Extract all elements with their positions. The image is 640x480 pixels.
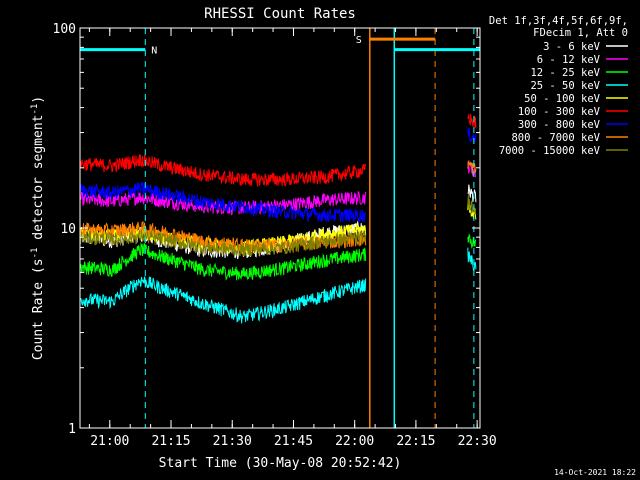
x-tick-label: 22:30 bbox=[458, 434, 497, 449]
footer-timestamp: 14-Oct-2021 18:22 bbox=[554, 468, 636, 477]
legend-header-line: FDecim 1, Att 0 bbox=[533, 27, 628, 39]
x-tick-label: 21:00 bbox=[90, 434, 129, 449]
series-line-1-segment-2 bbox=[467, 184, 477, 203]
x-tick-label: 21:30 bbox=[213, 434, 252, 449]
legend-label-1: 3 - 6 keV bbox=[543, 41, 601, 53]
x-tick-label: 21:45 bbox=[274, 434, 313, 449]
y-tick-label: 100 bbox=[53, 22, 76, 37]
series-line-9-segment-2 bbox=[467, 195, 477, 215]
legend-label-2: 6 - 12 keV bbox=[537, 54, 601, 66]
night-label: N bbox=[151, 46, 157, 57]
series-line-4-segment-1 bbox=[79, 276, 367, 324]
legend-label-9: 7000 - 15000 keV bbox=[499, 145, 601, 157]
series-line-7-segment-1 bbox=[79, 181, 367, 223]
series-line-8-segment-2 bbox=[467, 159, 477, 174]
legend-label-5: 50 - 100 keV bbox=[524, 93, 601, 105]
x-tick-label: 22:15 bbox=[396, 434, 435, 449]
series-line-6-segment-1 bbox=[79, 153, 367, 187]
legend: Det 1f,3f,4f,5f,6f,9f,FDecim 1, Att 0 3 -… bbox=[489, 15, 628, 157]
chart-title: RHESSI Count Rates bbox=[204, 6, 356, 22]
legend-header-line: Det 1f,3f,4f,5f,6f,9f, bbox=[489, 15, 628, 27]
y-tick-label: 1 bbox=[68, 422, 76, 437]
legend-label-6: 100 - 300 keV bbox=[518, 106, 601, 118]
saa-label: S bbox=[356, 35, 362, 46]
y-tick-label: 10 bbox=[60, 222, 76, 237]
x-axis-label: Start Time (30-May-08 20:52:42) bbox=[159, 456, 402, 471]
x-tick-label: 22:00 bbox=[335, 434, 374, 449]
series-line-4-segment-2 bbox=[467, 247, 477, 272]
series-line-3-segment-1 bbox=[79, 241, 367, 281]
series-line-2-segment-1 bbox=[79, 191, 367, 216]
x-tick-label: 21:15 bbox=[151, 434, 190, 449]
legend-label-4: 25 - 50 keV bbox=[530, 80, 600, 92]
legend-label-7: 300 - 800 keV bbox=[518, 119, 601, 131]
legend-label-8: 800 - 7000 keV bbox=[511, 132, 600, 144]
series-line-3-segment-2 bbox=[467, 234, 477, 249]
series-line-7-segment-2 bbox=[467, 127, 477, 143]
legend-label-3: 12 - 25 keV bbox=[530, 67, 600, 79]
plot-area: N S 21:00 21:15 21:30 21:45 22:00 22:15 22:30 1 10… bbox=[53, 22, 497, 449]
series-line-6-segment-2 bbox=[467, 113, 477, 129]
y-axis-label: Count Rate (s-1 detector segment-1) bbox=[30, 96, 46, 360]
series-line-9-segment-1 bbox=[79, 229, 367, 258]
